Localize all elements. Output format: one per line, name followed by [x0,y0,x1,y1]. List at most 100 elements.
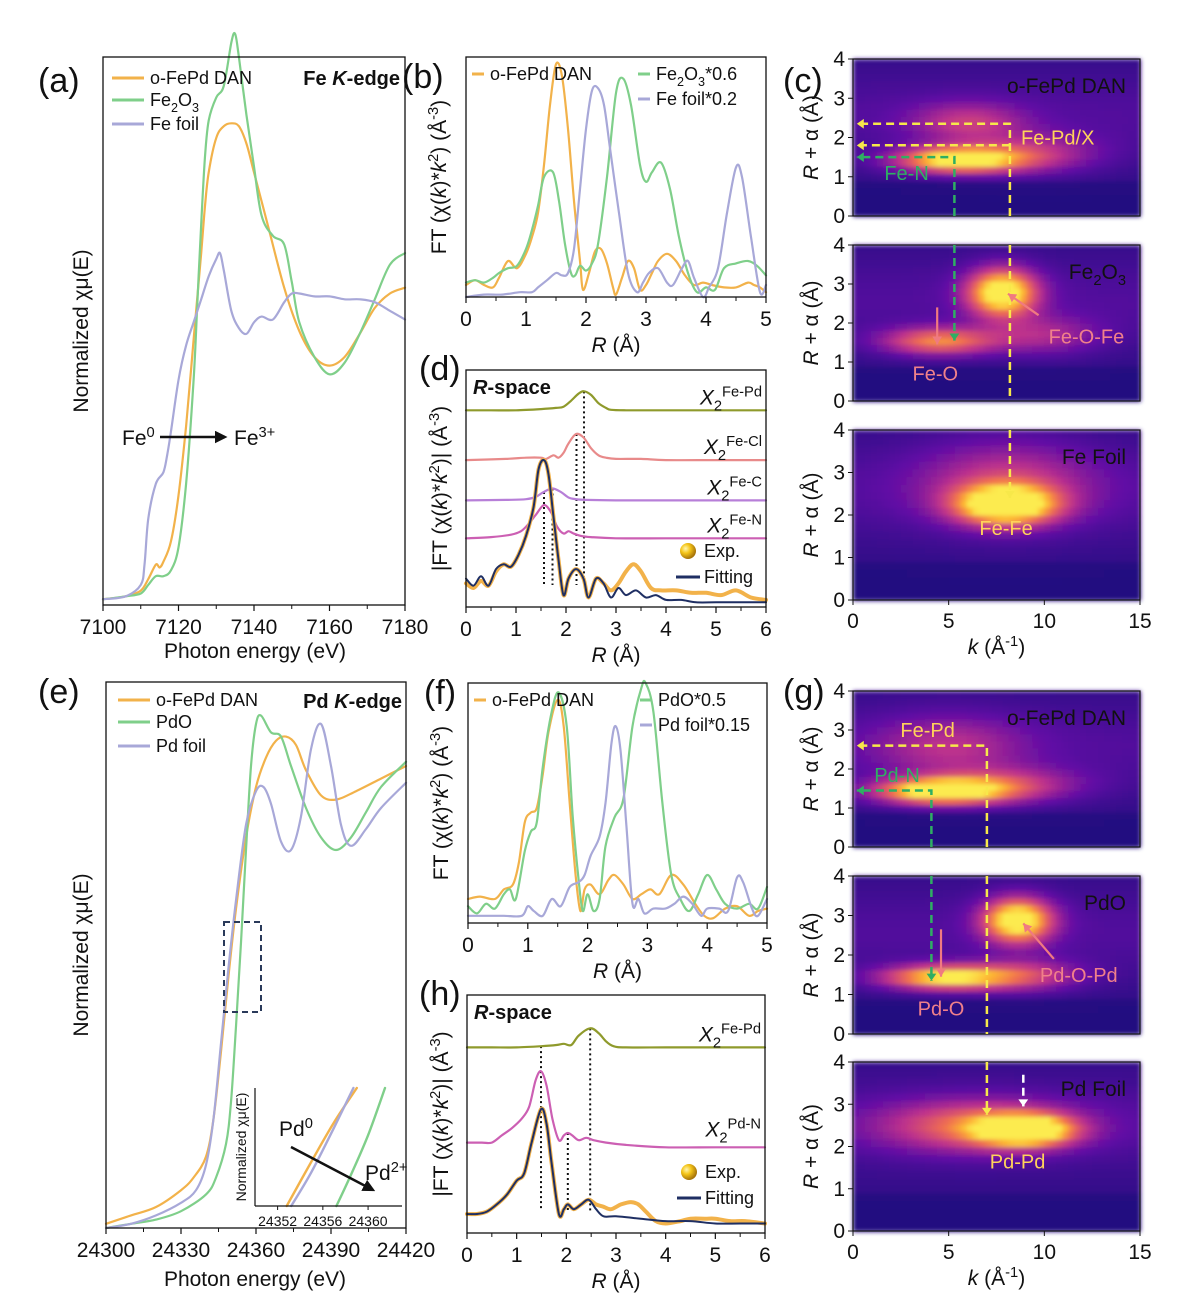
heatmap-cell [1080,137,1087,146]
heatmap-cell [972,73,980,82]
heatmap-cell [865,484,872,493]
heatmap-cell [859,904,866,913]
heatmap-cell [960,379,968,388]
heatmap-cell [924,776,932,784]
x-axis-label: R (Å) [592,1270,641,1293]
heatmap-cell [912,919,920,928]
heatmap-cell [996,592,1004,601]
heatmap-cell [882,839,890,848]
heatmap-cell [894,280,902,289]
heatmap-cell [918,173,926,182]
heatmap-cell [960,592,968,601]
panel-label: (d) [419,350,461,388]
heatmap-cell [1038,101,1046,110]
heatmap-cell [1050,491,1058,501]
heatmap-cell [900,59,908,67]
heatmap-cell [966,393,974,402]
heatmap-cell [1068,740,1076,749]
heatmap-cell [865,158,872,167]
heatmap-cell [1014,365,1022,374]
heatmap-cell [853,998,860,1007]
heatmap-cell [1056,783,1064,792]
x-tick-label: 7120 [155,616,202,639]
heatmap-cell [876,1005,884,1014]
heatmap-cell [888,245,896,253]
heatmap-cell [912,797,920,806]
heatmap-cell [888,123,896,132]
heatmap-cell [984,592,992,601]
heatmap-cell [972,592,980,601]
heatmap-cell [978,530,986,539]
heatmap-cell [1116,365,1123,374]
heatmap-cell [930,194,938,203]
heatmap-cell [1116,245,1123,253]
heatmap-cell [954,926,962,935]
heatmap-cell [1074,538,1081,547]
heatmap-cell [853,969,860,978]
heatmap-cell [1056,158,1064,167]
heatmap-cell [870,883,878,892]
heatmap-cell [936,87,944,96]
heatmap-cell [924,876,932,884]
heatmap-cell [882,522,890,532]
heatmap-cell [1074,754,1081,763]
heatmap-cell [1104,194,1111,203]
heatmap-cell [1014,839,1022,848]
heatmap-cell [1110,491,1117,501]
heatmap-cell [918,698,926,706]
heatmap-cell [912,530,920,539]
heatmap-cell [924,783,932,792]
heatmap-cell [859,1026,866,1035]
heatmap-cell [900,393,908,402]
heatmap-cell [1086,393,1093,402]
heatmap-cell [1068,584,1076,593]
heatmap-cell [1104,301,1111,310]
heatmap-cell [966,287,974,296]
heatmap-cell [990,698,998,706]
heatmap-cell [954,818,962,827]
heatmap-cell [978,733,986,742]
heatmap-cell [1092,712,1099,721]
heatmap-cell [894,445,902,454]
heatmap-cell [1104,592,1111,601]
heatmap-cell [876,754,884,763]
heatmap-cell [936,315,944,324]
heatmap-cell [1014,315,1022,324]
heatmap-cell [996,280,1004,289]
heatmap-cell [948,287,956,296]
x-tick-label: 2 [580,308,592,331]
heatmap-cell [1038,832,1046,841]
heatmap-cell [966,507,974,516]
heatmap-cell [960,151,968,160]
heatmap-cell [1122,783,1129,792]
heatmap-cell [966,201,974,210]
heatmap-cell [870,351,878,360]
heatmap-cell [1104,130,1111,139]
heatmap-cell [1068,273,1076,282]
x-tick-label: 0 [847,610,859,633]
heatmap-cell [924,308,932,317]
heatmap-cell [865,476,872,485]
heatmap-cell [865,947,872,956]
heatmap-cell [912,818,920,827]
heatmap-cell [1074,712,1081,721]
heatmap-cell [918,818,926,827]
heatmap-cell [1080,109,1087,117]
heatmap-cell [966,430,974,439]
heatmap-cell [960,811,968,820]
heatmap-cell [1092,476,1099,485]
heatmap-cell [1068,73,1076,82]
heatmap-cell [966,797,974,806]
heatmap-cell [936,437,944,447]
heatmap-cell [1008,740,1016,749]
heatmap-cell [900,897,908,906]
heatmap-cell [1086,151,1093,160]
heatmap-cell [859,955,866,963]
heatmap-cell [1092,365,1099,374]
heatmap-cell [942,507,950,516]
heatmap-cell [936,101,944,110]
heatmap-cell [882,919,890,928]
heatmap-cell [960,201,968,210]
heatmap-cell [1086,344,1093,353]
heatmap-cell [990,553,998,563]
